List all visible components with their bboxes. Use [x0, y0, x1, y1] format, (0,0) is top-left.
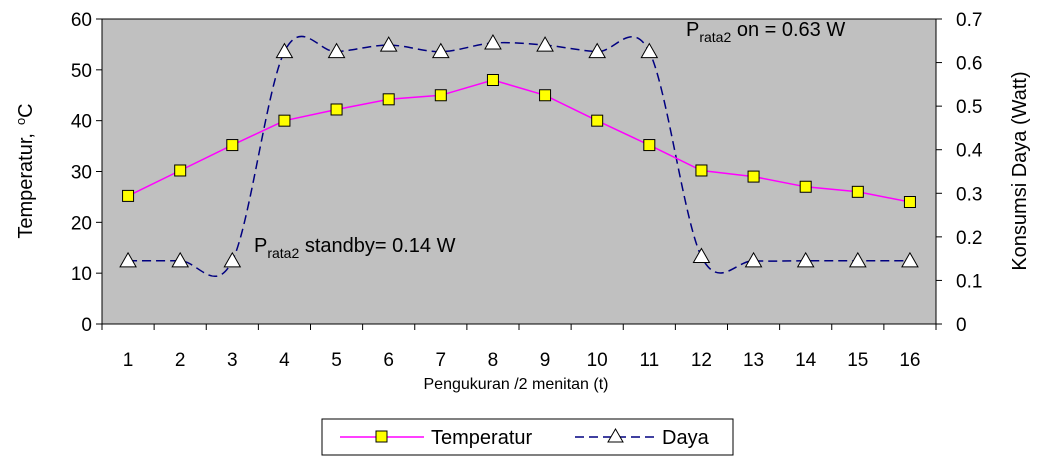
- y-left-tick-label: 40: [71, 112, 92, 133]
- y-right-tick-label: 0.1: [956, 271, 982, 292]
- series-daya-point: [588, 42, 607, 59]
- y-right-tick-label: 0.2: [956, 228, 982, 249]
- series-temperatur-point: [851, 185, 864, 198]
- y-axis-left-unit-c: C: [15, 103, 37, 117]
- legend-temperatur-marker: [375, 430, 388, 443]
- y-right-tick-label: 0.4: [956, 141, 983, 162]
- series-daya-point: [431, 42, 450, 59]
- x-tick-label: 9: [540, 350, 551, 371]
- series-daya-point: [379, 36, 398, 52]
- y-left-tick-label: 50: [71, 61, 92, 82]
- y-right-tick-label: 0.5: [956, 97, 982, 118]
- y-right-tick-label: 0.6: [956, 54, 982, 75]
- series-temperatur-point: [122, 189, 135, 202]
- series-temperatur-point: [434, 89, 447, 102]
- series-daya-point: [536, 36, 554, 52]
- annotation-power-standby-sub: rata2: [267, 245, 299, 261]
- series-temperatur-point: [591, 114, 604, 127]
- plot-area: [101, 18, 937, 325]
- series-temperatur-point: [799, 180, 812, 193]
- x-tick-label: 14: [795, 350, 817, 371]
- x-axis-title: Pengukuran /2 menitan (t): [424, 376, 609, 393]
- y-left-tick-label: 60: [71, 10, 92, 31]
- annotation-power-standby-prefix: P: [254, 235, 267, 257]
- y-right-tick-label: 0.7: [956, 10, 982, 31]
- x-tick-label: 8: [488, 350, 499, 371]
- x-tick-label: 6: [383, 350, 394, 371]
- y-left-tick-label: 0: [81, 315, 92, 336]
- x-tick-label: 4: [279, 350, 290, 371]
- x-tick-label: 2: [175, 350, 186, 371]
- series-temperatur-point: [695, 164, 708, 177]
- series-daya-point: [327, 42, 346, 59]
- series-temperatur-point: [903, 196, 916, 208]
- x-tick-label: 10: [587, 350, 608, 371]
- y-left-tick-label: 10: [71, 264, 92, 285]
- y-left-tick-label: 30: [71, 163, 92, 184]
- series-temperatur-point: [330, 103, 343, 116]
- series-daya-point: [692, 247, 711, 263]
- x-tick-label: 3: [227, 350, 238, 371]
- y-axis-right-title: Konsumsi Daya (Watt): [1009, 71, 1031, 270]
- series-daya-point: [484, 33, 502, 50]
- series-temperatur-line: [127, 79, 911, 203]
- series-temperatur-point: [278, 114, 291, 127]
- y-right-tick-label: 0.3: [956, 184, 982, 205]
- x-tick-label: 16: [899, 350, 920, 371]
- series-daya-point: [223, 251, 242, 268]
- x-tick-label: 1: [123, 350, 134, 371]
- x-tick-label: 13: [743, 350, 764, 371]
- y-axis-left-title: Temperatur,oC: [13, 103, 37, 238]
- annotation-power-on: Prata2 on = 0.63 W: [686, 19, 845, 45]
- series-temperatur-point: [643, 139, 656, 152]
- annotation-power-on-prefix: P: [686, 19, 699, 41]
- series-temperatur-point: [747, 170, 760, 183]
- series-daya-point: [171, 251, 190, 268]
- series-temperatur-point: [382, 93, 395, 106]
- series-layer: [119, 33, 919, 277]
- series-daya-point: [796, 251, 815, 268]
- y-right-tick-label: 0: [956, 315, 967, 336]
- series-temperatur-point: [486, 74, 499, 86]
- legend-daya-label: Daya: [662, 427, 710, 449]
- series-daya-point: [275, 42, 294, 59]
- series-temperatur-point: [539, 89, 552, 102]
- annotation-power-on-sub: rata2: [699, 29, 731, 45]
- series-temperatur-point: [174, 164, 187, 177]
- legend-temperatur-label: Temperatur: [431, 427, 532, 449]
- series-daya-point: [901, 251, 919, 268]
- y-left-tick-label: 20: [71, 213, 92, 234]
- annotation-power-standby-text: standby= 0.14 W: [299, 235, 455, 257]
- legend: Temperatur Daya: [321, 418, 734, 456]
- y-axis-left-unit-o: o: [13, 118, 28, 125]
- x-tick-label: 12: [691, 350, 712, 371]
- series-daya-point: [640, 42, 659, 59]
- x-tick-label: 7: [436, 350, 447, 371]
- annotation-power-on-text: on = 0.63 W: [731, 19, 845, 41]
- x-tick-label: 11: [639, 350, 659, 371]
- series-daya-point: [119, 251, 137, 268]
- annotation-power-standby: Prata2 standby= 0.14 W: [254, 235, 456, 261]
- legend-daya-marker: [607, 427, 624, 443]
- x-tick-label: 15: [847, 350, 868, 371]
- series-daya-point: [744, 251, 763, 268]
- series-temperatur-point: [226, 139, 239, 152]
- x-tick-label: 5: [331, 350, 342, 371]
- series-daya-point: [848, 251, 867, 268]
